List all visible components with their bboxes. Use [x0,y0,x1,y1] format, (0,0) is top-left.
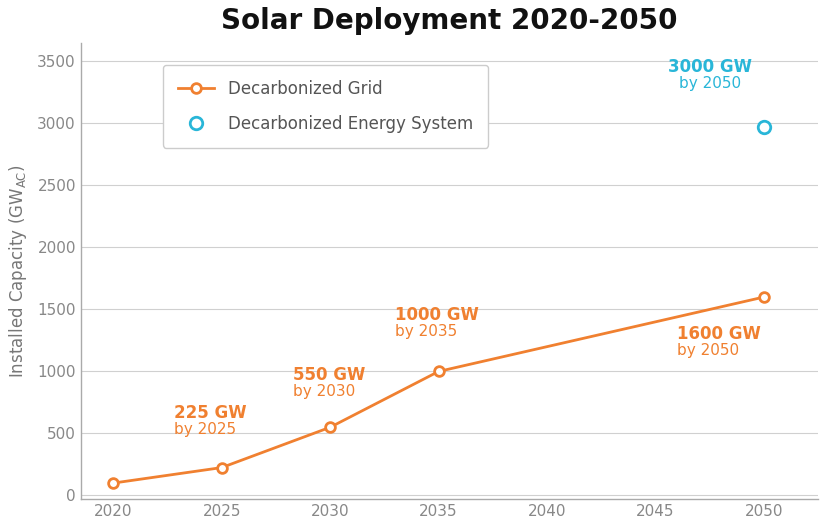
Text: 550 GW: 550 GW [293,366,365,384]
Text: 1600 GW: 1600 GW [677,325,761,343]
Text: 3000 GW: 3000 GW [667,58,752,76]
Y-axis label: Installed Capacity (GW$_{\mathregular{AC}}$): Installed Capacity (GW$_{\mathregular{AC… [7,164,29,378]
Legend: Decarbonized Grid, Decarbonized Energy System: Decarbonized Grid, Decarbonized Energy S… [163,65,488,147]
Text: by 2035: by 2035 [395,324,457,339]
Text: by 2050: by 2050 [677,343,739,358]
Title: Solar Deployment 2020-2050: Solar Deployment 2020-2050 [221,7,677,35]
Text: by 2030: by 2030 [293,384,356,399]
Text: by 2025: by 2025 [174,422,236,437]
Text: 225 GW: 225 GW [174,404,247,422]
Text: by 2050: by 2050 [679,76,741,91]
Text: 1000 GW: 1000 GW [395,306,479,325]
